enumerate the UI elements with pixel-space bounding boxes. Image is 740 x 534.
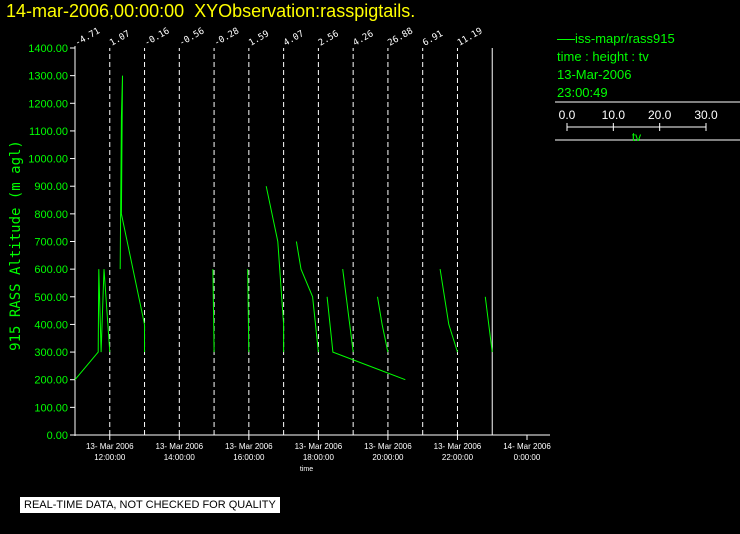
x-tick-time: 20:00:00 xyxy=(372,453,404,462)
series-line xyxy=(295,241,319,353)
series-line xyxy=(439,269,458,353)
x-tick-date: 13- Mar 2006 xyxy=(434,442,482,451)
series-line xyxy=(377,296,389,353)
series-line xyxy=(212,269,215,353)
series-line xyxy=(326,296,406,381)
y-tick-label: 1100.00 xyxy=(29,126,68,138)
x-tick-time: 22:00:00 xyxy=(442,453,474,462)
series-line xyxy=(119,75,145,353)
profile-label: 2.56 xyxy=(317,29,341,49)
series-line xyxy=(265,186,285,353)
profile-label: 1.59 xyxy=(247,29,271,49)
x-tick-time: 18:00:00 xyxy=(303,453,335,462)
x-axis-title: time xyxy=(300,466,313,473)
legend-series-label: iss-mapr/rass915 xyxy=(575,31,675,46)
scale-label: tv xyxy=(632,130,641,144)
quality-notice: REAL-TIME DATA, NOT CHECKED FOR QUALITY xyxy=(20,497,280,513)
y-tick-label: 700.00 xyxy=(34,237,68,249)
y-tick-label: 400.00 xyxy=(34,319,68,331)
chart-title-bar: 14-mar-2006,00:00:00 XYObservation:rasspi… xyxy=(6,1,415,22)
profile-label: 6.91 xyxy=(421,29,445,49)
y-tick-label: 200.00 xyxy=(34,375,68,387)
y-tick-label: 900.00 xyxy=(34,181,68,193)
y-tick-label: 500.00 xyxy=(34,292,68,304)
title-observation: XYObservation:rasspigtails. xyxy=(194,1,416,21)
profile-label: -0.28 xyxy=(213,26,241,48)
series-line xyxy=(74,269,111,381)
y-tick-label: 300.00 xyxy=(34,347,68,359)
y-axis-title: 915 RASS Altitude (m agl) xyxy=(8,140,24,351)
x-tick-date: 13- Mar 2006 xyxy=(86,442,134,451)
x-tick-date: 13- Mar 2006 xyxy=(295,442,343,451)
legend-date: 13-Mar-2006 xyxy=(557,67,632,82)
scale-tick-label: 20.0 xyxy=(648,108,672,122)
x-tick-time: 12:00:00 xyxy=(94,453,126,462)
legend-swatch xyxy=(557,39,575,41)
profile-label: 1.07 xyxy=(108,29,132,49)
legend-description: time : height : tv xyxy=(557,49,649,64)
legend-time: 23:00:49 xyxy=(557,85,608,100)
y-tick-label: 1400.00 xyxy=(28,43,68,55)
series-line xyxy=(484,296,493,353)
title-datetime: 14-mar-2006,00:00:00 xyxy=(6,1,185,21)
x-tick-date: 13- Mar 2006 xyxy=(364,442,412,451)
x-tick-date: 14- Mar 2006 xyxy=(503,442,551,451)
y-tick-label: 600.00 xyxy=(34,264,68,276)
profile-label: -4.71 xyxy=(74,26,102,48)
y-tick-label: 1000.00 xyxy=(28,154,68,166)
profile-label: 26.88 xyxy=(386,26,414,48)
legend: iss-mapr/rass915 time : height : tv 13-M… xyxy=(557,30,675,102)
y-tick-label: 100.00 xyxy=(34,402,68,414)
profile-label: 4.07 xyxy=(282,29,306,49)
y-tick-label: 800.00 xyxy=(34,209,68,221)
legend-series: iss-mapr/rass915 xyxy=(557,30,675,48)
profile-label: -0.16 xyxy=(143,26,171,48)
y-tick-label: 1200.00 xyxy=(28,98,68,110)
x-tick-time: 0:00:00 xyxy=(514,453,541,462)
x-tick-time: 16:00:00 xyxy=(233,453,265,462)
profile-label: -0.56 xyxy=(178,26,206,48)
y-tick-label: 1300.00 xyxy=(28,71,68,83)
x-tick-time: 14:00:00 xyxy=(164,453,196,462)
series-line xyxy=(342,269,354,353)
x-tick-date: 13- Mar 2006 xyxy=(156,442,204,451)
scale-tick-label: 30.0 xyxy=(694,108,718,122)
scale-tick-label: 10.0 xyxy=(602,108,626,122)
series-line xyxy=(247,269,250,353)
profile-label: 4.26 xyxy=(352,29,376,49)
x-tick-date: 13- Mar 2006 xyxy=(225,442,273,451)
scale-tick-label: 0.0 xyxy=(559,108,576,122)
profile-label: 11.19 xyxy=(456,26,484,48)
y-tick-label: 0.00 xyxy=(47,430,68,442)
